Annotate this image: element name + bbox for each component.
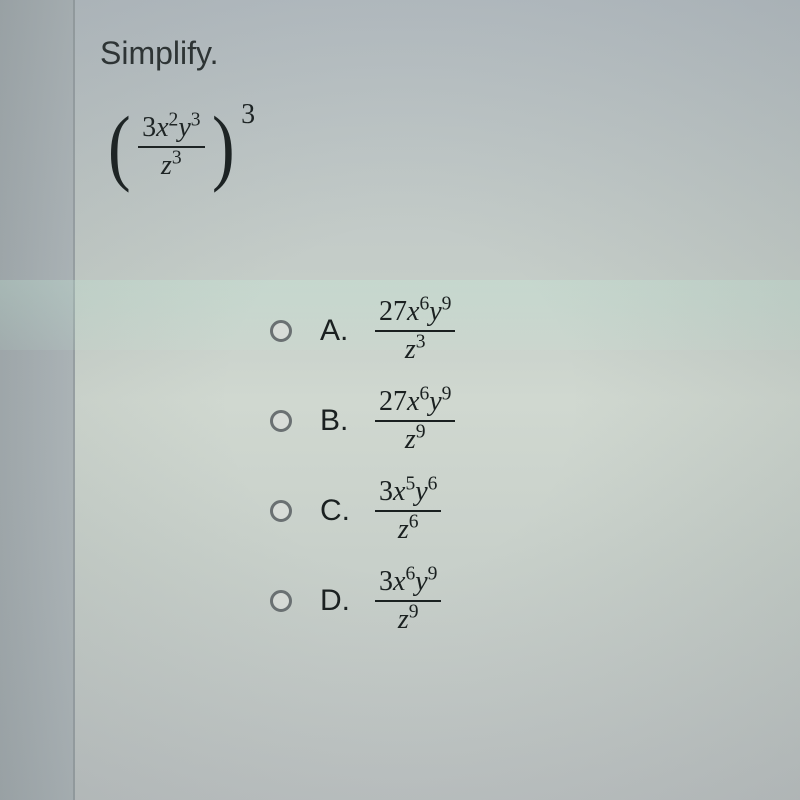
fraction-a: 27x6y9 z3 xyxy=(375,296,455,366)
denominator-c: z6 xyxy=(375,512,441,546)
radio-d[interactable] xyxy=(270,590,292,612)
outer-exponent: 3 xyxy=(241,99,255,131)
fraction-b: 27x6y9 z9 xyxy=(375,386,455,456)
main-numerator: 3x2y3 xyxy=(138,112,204,148)
numerator-c: 3x5y6 xyxy=(375,476,441,512)
left-paren: ( xyxy=(108,97,131,196)
exp1: 2 xyxy=(169,109,179,130)
denom-exp: 3 xyxy=(172,147,182,168)
label-d: D. xyxy=(320,584,375,618)
option-c[interactable]: C. 3x5y6 z6 xyxy=(270,476,750,546)
main-expression: ( 3x2y3 z3 ) 3 xyxy=(108,107,255,186)
main-denominator: z3 xyxy=(138,148,204,182)
denominator-b: z9 xyxy=(375,422,455,456)
question-content: Simplify. ( 3x2y3 z3 ) 3 A. 27x6y9 z3 xyxy=(100,35,750,656)
radio-b[interactable] xyxy=(270,410,292,432)
label-a: A. xyxy=(320,314,375,348)
right-paren: ) xyxy=(212,97,235,196)
numerator-a: 27x6y9 xyxy=(375,296,455,332)
exp2: 3 xyxy=(191,109,201,130)
denominator-d: z9 xyxy=(375,602,441,636)
var2: y xyxy=(178,112,190,143)
radio-c[interactable] xyxy=(270,500,292,522)
main-fraction: 3x2y3 z3 xyxy=(138,112,204,182)
denominator-a: z3 xyxy=(375,332,455,366)
label-c: C. xyxy=(320,494,375,528)
var1: x xyxy=(156,112,168,143)
prompt-text: Simplify. xyxy=(100,35,750,72)
options-list: A. 27x6y9 z3 B. 27x6y9 z9 xyxy=(270,296,750,636)
fraction-c: 3x5y6 z6 xyxy=(375,476,441,546)
option-d[interactable]: D. 3x6y9 z9 xyxy=(270,566,750,636)
numerator-d: 3x6y9 xyxy=(375,566,441,602)
denom-var: z xyxy=(161,150,172,181)
numerator-b: 27x6y9 xyxy=(375,386,455,422)
fraction-d: 3x6y9 z9 xyxy=(375,566,441,636)
option-b[interactable]: B. 27x6y9 z9 xyxy=(270,386,750,456)
radio-a[interactable] xyxy=(270,320,292,342)
coeff: 3 xyxy=(142,112,156,143)
label-b: B. xyxy=(320,404,375,438)
left-edge-shadow xyxy=(0,0,75,800)
option-a[interactable]: A. 27x6y9 z3 xyxy=(270,296,750,366)
